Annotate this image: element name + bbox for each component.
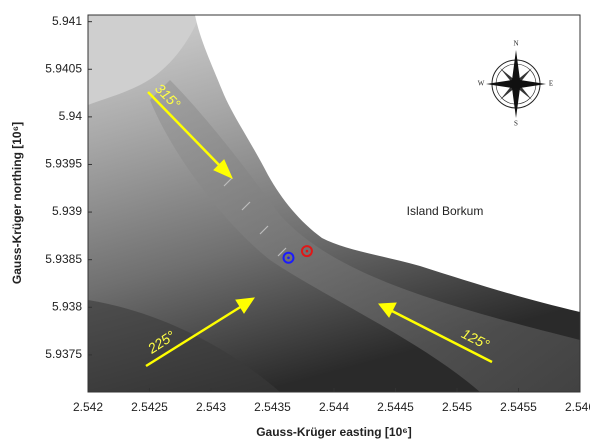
x-tick-label: 2.544: [319, 400, 349, 414]
x-tick-label: 2.543: [196, 400, 226, 414]
island-label: Island Borkum: [407, 204, 484, 218]
x-tick-label: 2.5445: [377, 400, 414, 414]
y-tick-label: 5.9385: [45, 252, 82, 266]
y-tick-label: 5.939: [52, 204, 82, 218]
figure: 315° 225° 125° Island Borkum N E S W Gau…: [0, 0, 590, 441]
x-tick-label: 2.5455: [500, 400, 537, 414]
x-tick-label: 2.5435: [254, 400, 291, 414]
y-tick-label: 5.94: [59, 109, 83, 123]
x-tick-label: 2.542: [73, 400, 103, 414]
x-tick-label: 2.5425: [131, 400, 168, 414]
y-tick-label: 5.9395: [45, 157, 82, 171]
x-tick-label: 2.546: [565, 400, 590, 414]
x-axis-title: Gauss-Krüger easting [10⁶]: [256, 425, 412, 439]
y-tick-label: 5.9405: [45, 61, 82, 75]
x-tick-label: 2.545: [442, 400, 472, 414]
compass-label: N: [513, 40, 518, 48]
y-tick-label: 5.938: [52, 299, 82, 313]
y-tick-label: 5.9375: [45, 347, 82, 361]
location-center: [306, 250, 309, 253]
y-axis-title: Gauss-Krüger northing [10⁶]: [10, 122, 24, 284]
y-tick-label: 5.941: [52, 14, 82, 28]
compass-label: W: [478, 80, 485, 88]
location-center: [287, 256, 290, 259]
compass-label: E: [549, 80, 553, 88]
compass-label: S: [514, 120, 518, 128]
